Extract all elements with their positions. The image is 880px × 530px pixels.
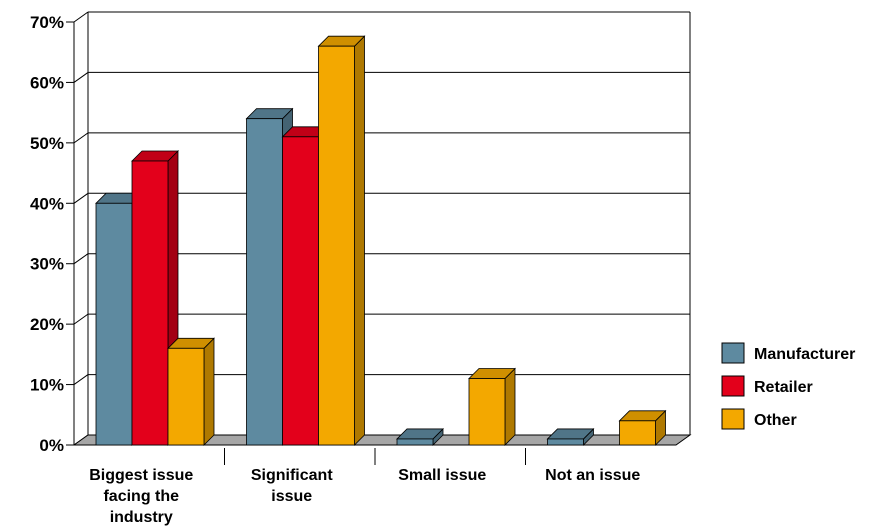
- chart-bars: [95, 35, 667, 446]
- legend-swatch: [721, 375, 745, 397]
- side-gridline: [73, 132, 89, 144]
- bar-manufacturer-4: [546, 427, 595, 446]
- chart-frame: [72, 12, 692, 446]
- legend: Manufacturer Retailer Other: [721, 342, 855, 430]
- side-gridline: [73, 72, 89, 83]
- bar-other-1: [167, 337, 215, 446]
- bar-manufacturer-3: [396, 427, 444, 446]
- bar-other-4: [618, 409, 667, 446]
- legend-item-other: Other: [721, 408, 797, 430]
- x-category-label: Small issue: [398, 467, 486, 484]
- legend-label: Manufacturer: [754, 346, 855, 363]
- y-tick-label: 30%: [30, 255, 64, 274]
- y-axis: 0% 10% 20% 30% 40% 50% 60% 70%: [30, 13, 74, 455]
- x-axis: Biggest issue facing the industry Significa…: [89, 448, 640, 526]
- y-tick-label: 40%: [30, 194, 64, 213]
- bar-retailer-1: [131, 150, 179, 446]
- y-tick-label: 20%: [30, 315, 64, 334]
- legend-item-manufacturer: Manufacturer: [721, 342, 855, 364]
- legend-swatch: [721, 408, 745, 430]
- x-category-label: Significant issue: [251, 467, 333, 505]
- legend-label: Retailer: [754, 379, 813, 396]
- bar-other-2: [317, 35, 366, 446]
- side-gridline: [73, 313, 89, 325]
- bar-other-3: [468, 367, 516, 446]
- y-tick-label: 50%: [30, 134, 64, 153]
- legend-label: Other: [754, 412, 797, 429]
- y-tick-label: 60%: [30, 73, 64, 92]
- side-gridline: [73, 253, 89, 265]
- x-category-label: Not an issue: [545, 467, 640, 484]
- legend-swatch: [721, 342, 745, 364]
- side-gridline: [73, 11, 89, 23]
- side-gridline: [73, 374, 89, 385]
- legend-item-retailer: Retailer: [721, 375, 813, 397]
- y-tick-label: 70%: [30, 13, 64, 32]
- x-category-label: Biggest issue facing the industry: [89, 467, 193, 526]
- y-tick-label: 0%: [39, 436, 64, 455]
- y-tick-label: 10%: [30, 376, 64, 395]
- side-gridline: [73, 192, 89, 204]
